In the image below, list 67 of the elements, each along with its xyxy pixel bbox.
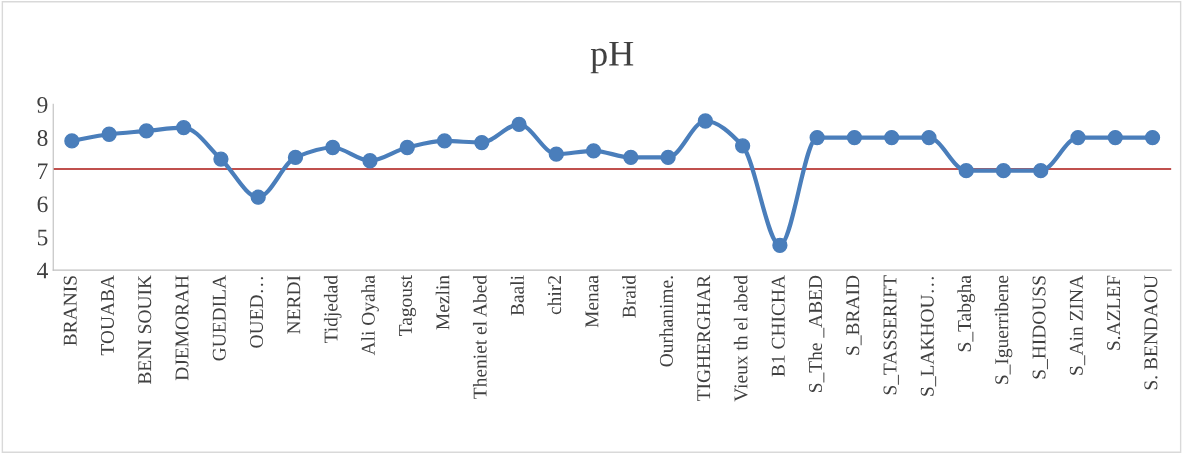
x-tick-label: S_Ain ZINA [1069, 275, 1086, 375]
y-tick-label: 4 [37, 262, 48, 279]
x-tick-label: Menaa [585, 275, 599, 328]
chart-title: pH [590, 41, 634, 74]
point [1033, 163, 1049, 179]
y-tick-label: 6 [37, 196, 48, 213]
x-tick-label: S.AZLEF [1107, 275, 1121, 350]
x-tick-label: TIGHERGHAR [697, 275, 711, 402]
x-tick-label: BRANIS [63, 276, 77, 346]
point [325, 139, 341, 156]
point [250, 189, 266, 205]
x-tick-label: Ourhanime. [659, 276, 674, 367]
point [623, 149, 639, 166]
y-tick-label: 7 [38, 163, 48, 179]
point [287, 149, 304, 166]
x-tick-label: Tagoust [399, 275, 417, 336]
x-tick-label: S_LAKHOU… [920, 277, 937, 396]
point [958, 163, 974, 179]
point [995, 163, 1012, 179]
x-tick-label: OUED… [249, 277, 264, 348]
x-tick-label: chir2 [547, 276, 562, 315]
point [436, 133, 453, 149]
point [1107, 129, 1123, 146]
y-tick-label: 8 [37, 130, 48, 146]
point [697, 113, 714, 129]
x-tick-label: Vieux th el abed [733, 275, 748, 402]
point [1070, 129, 1086, 146]
x-tick-label: S_Iguerribene [994, 275, 1013, 384]
x-tick-label: Baali [510, 275, 524, 316]
x-tick-label: BENI SOUIK [138, 275, 152, 385]
x-tick-label: Tidjedad [323, 275, 342, 344]
point [399, 139, 415, 156]
x-tick-label: S_Tabgha [957, 275, 976, 352]
y-tick-label: 5 [37, 229, 48, 246]
point [921, 129, 937, 146]
point [64, 133, 80, 149]
x-tick-label: S. BENDAOU [1144, 275, 1158, 390]
x-tick-label: S_TASSERIFT [883, 275, 899, 395]
point [660, 149, 676, 166]
point [846, 129, 863, 146]
point [734, 138, 751, 154]
x-tick-label: Theniet el Abed [472, 275, 487, 399]
x-tick-label: TOUABA [100, 275, 114, 356]
point [474, 134, 490, 151]
point [1144, 129, 1161, 146]
point [176, 119, 192, 136]
point [213, 151, 229, 167]
x-tick-label: Ali Oyaha [361, 275, 379, 356]
x-tick-label: S_BRAID [846, 275, 862, 355]
x-tick-label: Mezlin [435, 275, 450, 330]
x-tick-label: DJEMORAH [175, 275, 189, 381]
x-tick-label: Braid [622, 275, 636, 318]
point [101, 126, 117, 142]
point [362, 153, 378, 169]
point [511, 116, 527, 132]
x-tick-label: B1 CHICHA [771, 275, 785, 377]
point [138, 123, 155, 139]
y-tick-label: 9 [37, 96, 48, 113]
point [548, 146, 564, 162]
x-tick-label: GUEDILA [212, 275, 226, 361]
point [585, 143, 602, 159]
point [809, 129, 825, 146]
x-tick-label: S_HIDOUSS [1032, 276, 1048, 379]
x-tick-label: S_The _ABED [808, 275, 825, 392]
point [772, 237, 788, 253]
x-tick-label: NERDI [287, 275, 301, 334]
point [884, 129, 900, 146]
